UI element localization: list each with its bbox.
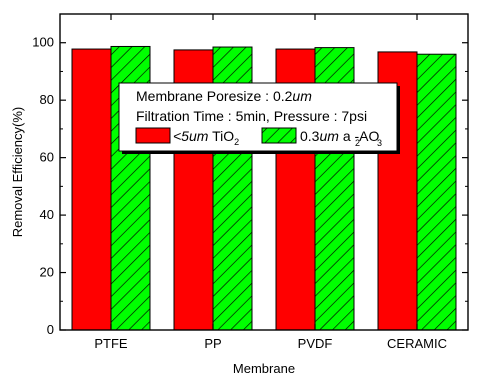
- legend-tio2-text: TiO: [212, 128, 234, 144]
- legend-entry-alumina: 0.3um a -AO: [300, 128, 379, 144]
- y-tick-label: 60: [40, 150, 54, 165]
- legend-alumina-prefix: 0.3: [300, 128, 320, 144]
- x-tick-label-ceramic: CERAMIC: [387, 336, 447, 351]
- x-tick-label-pvdf: PVDF: [298, 336, 333, 351]
- x-tick-label-ptfe: PTFE: [94, 336, 128, 351]
- bar-ptfe-series-1: [71, 48, 112, 331]
- y-tick-label: 80: [40, 92, 54, 107]
- y-tick-label: 20: [40, 265, 54, 280]
- legend-alumina-sub-3: 3: [377, 138, 382, 148]
- y-tick-label: 40: [40, 207, 54, 222]
- legend-tio2-sub: 2: [234, 137, 239, 147]
- x-axis-title: Membrane: [233, 361, 295, 376]
- legend: Membrane Poresize : 0.2um Filtration Tim…: [118, 82, 400, 154]
- legend-alumina-text: a -AO: [343, 128, 380, 144]
- legend-swatch-alumina: [261, 127, 297, 144]
- legend-line-conditions: Filtration Time : 5min, Pressure : 7psi: [136, 108, 367, 124]
- x-tick-label-pp: PP: [204, 336, 221, 351]
- legend-entry-tio2: <5um TiO2: [173, 128, 239, 147]
- legend-poresize-unit: um: [292, 88, 312, 104]
- tick-labels: 0 20 40 60 80 100 PTFE PP PVDF CERAMIC: [32, 35, 447, 351]
- legend-swatch-tio2: [135, 127, 171, 144]
- plot-frame: [59, 13, 469, 331]
- legend-line-poresize: Membrane Poresize : 0.2um: [136, 88, 312, 104]
- legend-tio2-unit: <5um: [173, 128, 209, 144]
- y-tick-label: 0: [47, 322, 54, 337]
- legend-alumina-sub-2: 2: [355, 138, 360, 148]
- y-tick-label: 100: [32, 35, 54, 50]
- bar-ceramic-series-2: [416, 53, 457, 331]
- legend-poresize-text: Membrane Poresize : 0.2: [136, 88, 293, 104]
- legend-alumina-unit: um: [319, 128, 339, 144]
- y-axis-title: Removal Efficiency(%): [10, 107, 25, 238]
